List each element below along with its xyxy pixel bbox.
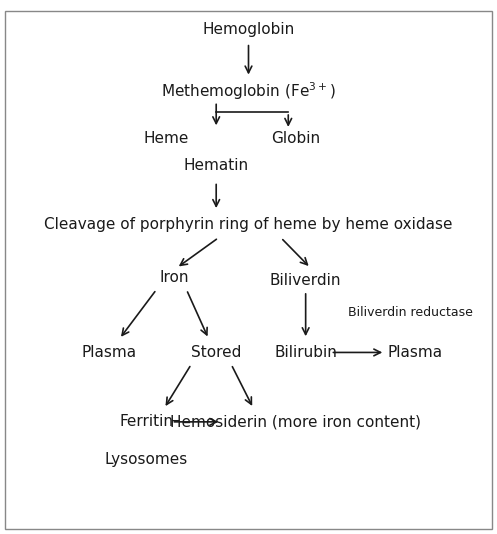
Text: Plasma: Plasma xyxy=(82,345,137,360)
Text: Lysosomes: Lysosomes xyxy=(105,452,188,467)
Text: Hemosiderin (more iron content): Hemosiderin (more iron content) xyxy=(170,414,421,429)
Text: Methemoglobin (Fe$^{3+}$): Methemoglobin (Fe$^{3+}$) xyxy=(161,80,336,101)
Text: Hematin: Hematin xyxy=(183,158,249,173)
Text: Biliverdin reductase: Biliverdin reductase xyxy=(348,306,473,319)
Text: Heme: Heme xyxy=(144,131,189,146)
Text: Biliverdin: Biliverdin xyxy=(270,273,341,288)
Text: Globin: Globin xyxy=(271,131,320,146)
Text: Bilirubin: Bilirubin xyxy=(274,345,337,360)
Text: Ferritin: Ferritin xyxy=(120,414,173,429)
Text: Plasma: Plasma xyxy=(388,345,442,360)
Text: Stored: Stored xyxy=(191,345,242,360)
Text: Iron: Iron xyxy=(159,270,189,285)
Text: Hemoglobin: Hemoglobin xyxy=(202,22,295,37)
Text: Cleavage of porphyrin ring of heme by heme oxidase: Cleavage of porphyrin ring of heme by he… xyxy=(44,217,453,232)
